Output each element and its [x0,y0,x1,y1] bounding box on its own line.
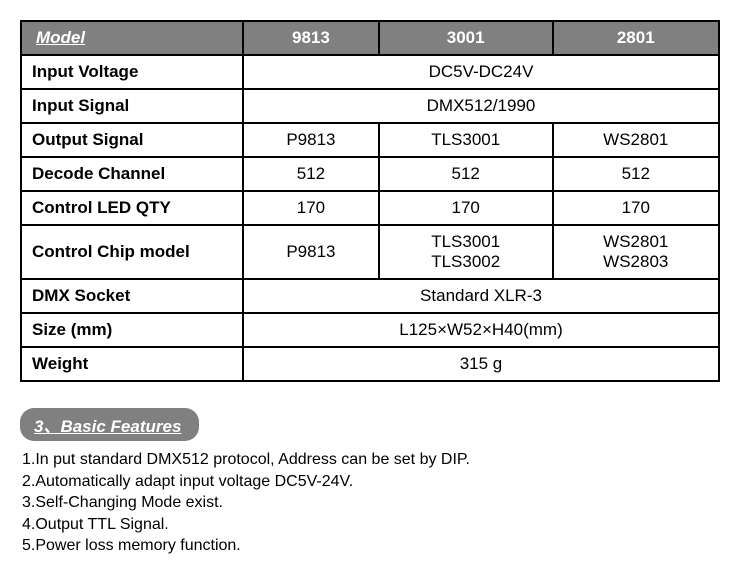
section-title-pill: 3、Basic Features [20,408,199,441]
table-row: Weight315 g [21,347,719,381]
row-value: 170 [379,191,553,225]
table-row: Input SignalDMX512/1990 [21,89,719,123]
row-value: TLS3001 [379,123,553,157]
row-value-spanned: 315 g [243,347,719,381]
row-value: WS2801 [553,123,719,157]
row-value: 512 [243,157,379,191]
row-label: Control Chip model [21,225,243,279]
feature-line: 1.In put standard DMX512 protocol, Addre… [22,449,722,471]
table-row: Input VoltageDC5V-DC24V [21,55,719,89]
table-row: Output SignalP9813TLS3001WS2801 [21,123,719,157]
table-row: Size (mm)L125×W52×H40(mm) [21,313,719,347]
features-list: 1.In put standard DMX512 protocol, Addre… [20,449,722,557]
row-value-spanned: DMX512/1990 [243,89,719,123]
row-value: WS2801WS2803 [553,225,719,279]
row-label: Output Signal [21,123,243,157]
table-row: Decode Channel512512512 [21,157,719,191]
row-label: Control LED QTY [21,191,243,225]
spec-table: Model 9813 3001 2801 Input VoltageDC5V-D… [20,20,720,382]
feature-line: 3.Self-Changing Mode exist. [22,492,722,514]
row-value: P9813 [243,225,379,279]
row-value: P9813 [243,123,379,157]
row-label: Input Voltage [21,55,243,89]
col-header-0: 9813 [243,21,379,55]
row-label: Decode Channel [21,157,243,191]
row-value-spanned: L125×W52×H40(mm) [243,313,719,347]
row-value: 512 [379,157,553,191]
col-header-1: 3001 [379,21,553,55]
row-value: 512 [553,157,719,191]
row-value: TLS3001TLS3002 [379,225,553,279]
row-value: 170 [243,191,379,225]
table-header-row: Model 9813 3001 2801 [21,21,719,55]
table-row: Control Chip modelP9813TLS3001TLS3002WS2… [21,225,719,279]
row-label: Weight [21,347,243,381]
feature-line: 4.Output TTL Signal. [22,514,722,536]
model-header: Model [21,21,243,55]
row-value-spanned: Standard XLR-3 [243,279,719,313]
table-row: DMX SocketStandard XLR-3 [21,279,719,313]
row-label: DMX Socket [21,279,243,313]
table-row: Control LED QTY170170170 [21,191,719,225]
row-label: Input Signal [21,89,243,123]
feature-line: 2.Automatically adapt input voltage DC5V… [22,471,722,493]
row-label: Size (mm) [21,313,243,347]
col-header-2: 2801 [553,21,719,55]
row-value-spanned: DC5V-DC24V [243,55,719,89]
row-value: 170 [553,191,719,225]
feature-line: 5.Power loss memory function. [22,535,722,557]
